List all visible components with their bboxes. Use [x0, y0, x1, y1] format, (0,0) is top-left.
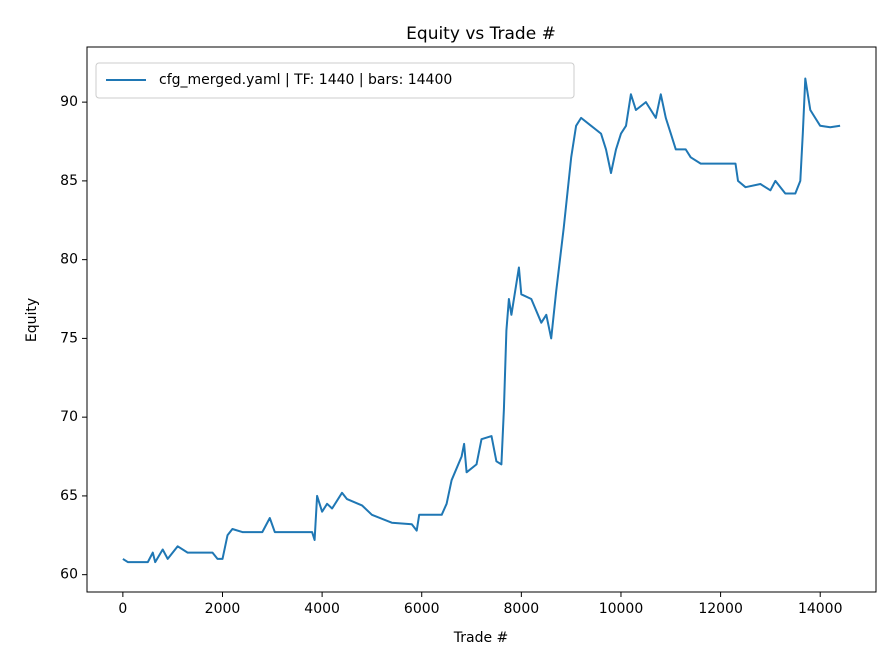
x-tick-label: 4000 — [304, 601, 340, 617]
y-tick-label: 80 — [60, 252, 78, 268]
y-tick-label: 90 — [60, 94, 78, 110]
y-tick-label: 75 — [60, 330, 78, 346]
y-axis-label: Equity — [24, 298, 40, 342]
x-tick-label: 12000 — [698, 601, 743, 617]
x-tick-label: 2000 — [205, 601, 241, 617]
legend-box — [95, 62, 575, 99]
chart-title: Equity vs Trade # — [406, 24, 556, 44]
series-line — [122, 77, 841, 564]
plot-frame — [86, 46, 877, 593]
x-tick-label: 6000 — [404, 601, 440, 617]
x-tick-label: 0 — [118, 601, 127, 617]
y-tick-label: 60 — [60, 567, 78, 583]
y-tick-label: 70 — [60, 409, 78, 425]
x-tick-label: 8000 — [504, 601, 540, 617]
x-tick-label: 14000 — [798, 601, 843, 617]
x-axis-label: Trade # — [453, 630, 509, 646]
y-tick-label: 85 — [60, 173, 78, 189]
x-tick-label: 10000 — [599, 601, 644, 617]
y-tick-label: 65 — [60, 488, 78, 504]
legend-label: cfg_merged.yaml | TF: 1440 | bars: 14400 — [159, 72, 452, 88]
